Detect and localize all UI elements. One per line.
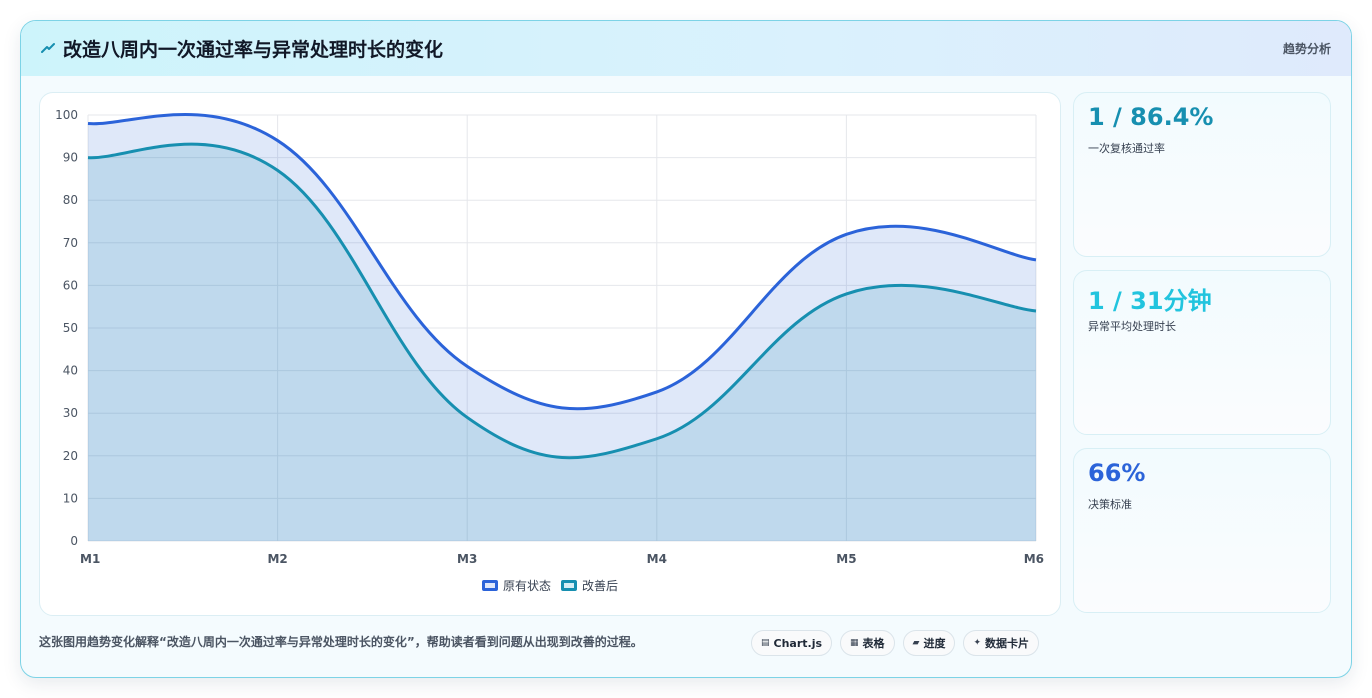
trend-analysis-tag: 趋势分析 — [1282, 42, 1331, 56]
x-tick-label: M4 — [647, 552, 667, 566]
page-title: 改造八周内一次通过率与异常处理时长的变化 — [63, 39, 444, 61]
y-tick-label: 60 — [63, 278, 78, 292]
chip-chartjs[interactable]: ▤ Chart.js — [750, 630, 833, 656]
legend-item-improved[interactable]: 改善后 — [561, 577, 618, 594]
progress-icon: ▰ — [912, 638, 920, 648]
table-icon: ▦ — [850, 638, 859, 648]
legend-label-improved: 改善后 — [582, 579, 619, 593]
chip-progress[interactable]: ▰ 进度 — [902, 630, 956, 656]
kpi-card-pass-rate: 1 / 86.4% 一次复核通过率 — [1073, 92, 1331, 257]
y-tick-label: 30 — [63, 406, 78, 420]
chip-label: 进度 — [923, 637, 946, 650]
x-tick-label: M5 — [836, 552, 856, 566]
y-tick-label: 100 — [55, 108, 78, 122]
chart-card: 改造八周内一次通过率与异常处理时长的变化 趋势分析 0 10 20 30 40 50 60 7… — [20, 20, 1352, 678]
y-tick-label: 80 — [63, 193, 78, 207]
kpi-card-handling-time: 1 / 31分钟 异常平均处理时长 — [1073, 270, 1331, 435]
x-tick-label: M2 — [267, 552, 287, 566]
kpi-value: 1 / 31分钟 — [1088, 287, 1212, 315]
x-tick-label: M6 — [1024, 552, 1044, 566]
chart-panel: 0 10 20 30 40 50 60 70 80 90 100 M1 M2 M3 M4 M5 M6 原有状态 … — [39, 92, 1061, 616]
series-area-1 — [88, 114, 1036, 541]
chart-legend: 原有状态 改善后 — [40, 577, 1060, 594]
legend-swatch-original — [481, 580, 498, 591]
chip-data-card[interactable]: ✦ 数据卡片 — [963, 630, 1039, 656]
card-header: 改造八周内一次通过率与异常处理时长的变化 趋势分析 — [21, 21, 1351, 76]
chip-table[interactable]: ▦ 表格 — [840, 630, 895, 656]
y-tick-label: 0 — [70, 534, 78, 548]
chip-label: Chart.js — [773, 636, 823, 650]
chip-label: 表格 — [862, 637, 885, 650]
kpi-value: 1 / 86.4% — [1088, 103, 1214, 131]
kpi-label: 异常平均处理时长 — [1088, 320, 1176, 333]
area-chart: 0 10 20 30 40 50 60 70 80 90 100 M1 M2 M3 M4 M5 M6 — [55, 108, 1044, 566]
y-tick-label: 40 — [63, 364, 78, 378]
chip-label: 数据卡片 — [985, 637, 1029, 650]
y-tick-label: 20 — [63, 449, 78, 463]
series-line-1 — [87, 113, 1037, 411]
legend-swatch-improved — [561, 580, 577, 591]
y-tick-label: 50 — [63, 321, 78, 335]
legend-label-original: 原有状态 — [502, 579, 551, 593]
tech-chips: ▤ Chart.js ▦ 表格 ▰ 进度 ✦ 数据卡片 — [750, 630, 1039, 656]
series-area-2 — [88, 144, 1036, 541]
x-tick-label: M1 — [80, 552, 100, 566]
kpi-label: 一次复核通过率 — [1088, 142, 1165, 155]
series-line-2 — [87, 142, 1037, 460]
sparkle-icon: ✦ — [973, 638, 981, 648]
kpi-label: 决策标准 — [1088, 498, 1132, 511]
y-tick-label: 10 — [63, 491, 78, 505]
chart-icon: ▤ — [760, 638, 770, 648]
y-tick-label: 90 — [63, 151, 78, 165]
x-tick-label: M3 — [457, 552, 477, 566]
trend-icon — [41, 43, 55, 53]
chart-description: 这张图用趋势变化解释“改造八周内一次通过率与异常处理时长的变化”，帮助读者看到问… — [39, 635, 643, 649]
legend-item-original[interactable]: 原有状态 — [481, 577, 551, 594]
y-tick-label: 70 — [63, 236, 78, 250]
kpi-value: 66% — [1088, 459, 1146, 487]
kpi-card-decision-standard: 66% 决策标准 — [1073, 448, 1331, 613]
